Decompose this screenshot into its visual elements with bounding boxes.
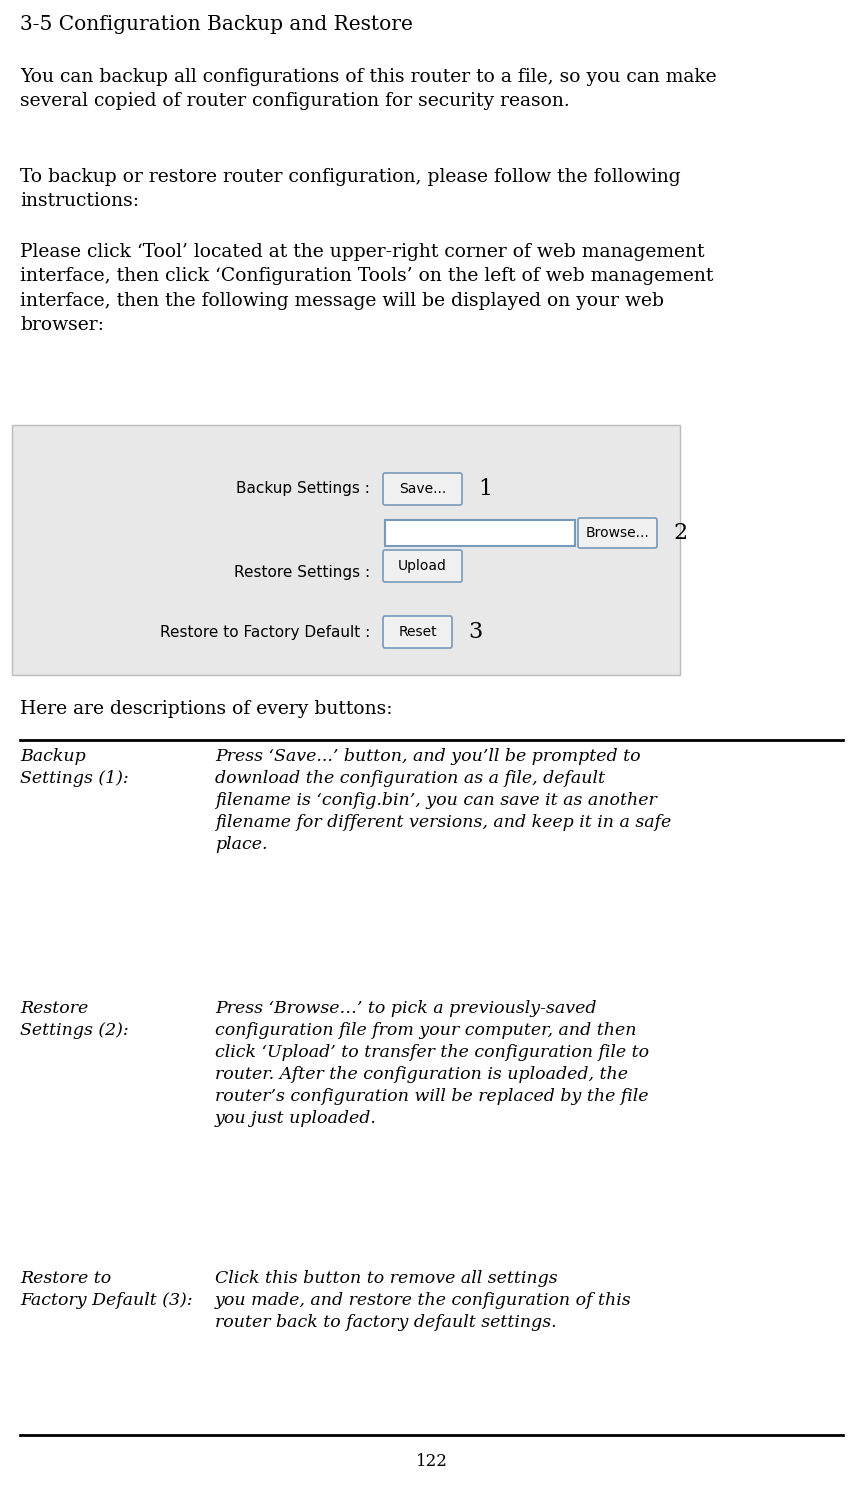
Text: 2: 2	[673, 522, 687, 544]
Text: Backup Settings :: Backup Settings :	[236, 482, 370, 497]
Text: Here are descriptions of every buttons:: Here are descriptions of every buttons:	[20, 700, 393, 718]
FancyBboxPatch shape	[383, 550, 462, 581]
Text: 1: 1	[478, 477, 492, 500]
Text: Backup
Settings (1):: Backup Settings (1):	[20, 748, 129, 787]
Text: You can backup all configurations of this router to a file, so you can make
seve: You can backup all configurations of thi…	[20, 68, 716, 110]
Text: Press ‘Save...’ button, and you’ll be prompted to
download the configuration as : Press ‘Save...’ button, and you’ll be pr…	[215, 748, 671, 852]
Text: Restore to Factory Default :: Restore to Factory Default :	[160, 625, 370, 639]
FancyBboxPatch shape	[578, 517, 657, 549]
Text: Click this button to remove all settings
you made, and restore the configuration: Click this button to remove all settings…	[215, 1270, 632, 1331]
Text: 3-5 Configuration Backup and Restore: 3-5 Configuration Backup and Restore	[20, 15, 413, 34]
Text: Browse...: Browse...	[586, 526, 649, 540]
Text: 3: 3	[468, 622, 482, 642]
Text: Save...: Save...	[399, 482, 446, 497]
Text: Upload: Upload	[398, 559, 447, 572]
Text: Restore to
Factory Default (3):: Restore to Factory Default (3):	[20, 1270, 192, 1309]
FancyBboxPatch shape	[12, 425, 680, 675]
Text: Please click ‘Tool’ located at the upper-right corner of web management
interfac: Please click ‘Tool’ located at the upper…	[20, 242, 714, 335]
Text: Reset: Reset	[398, 625, 437, 639]
Text: Press ‘Browse…’ to pick a previously-saved
configuration file from your computer: Press ‘Browse…’ to pick a previously-sav…	[215, 999, 649, 1127]
FancyBboxPatch shape	[385, 520, 575, 546]
Text: Restore
Settings (2):: Restore Settings (2):	[20, 999, 129, 1039]
Text: Restore Settings :: Restore Settings :	[234, 565, 370, 580]
FancyBboxPatch shape	[383, 616, 452, 648]
Text: To backup or restore router configuration, please follow the following
instructi: To backup or restore router configuratio…	[20, 168, 681, 210]
FancyBboxPatch shape	[383, 473, 462, 506]
Text: 122: 122	[416, 1453, 447, 1471]
